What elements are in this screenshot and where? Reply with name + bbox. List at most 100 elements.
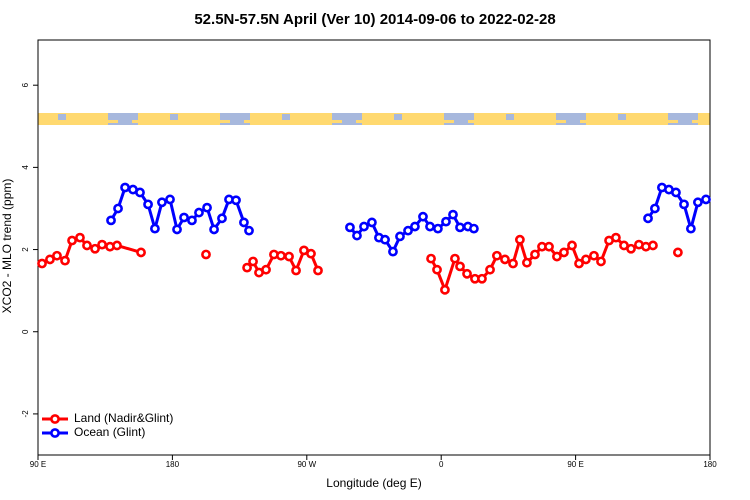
data-point	[179, 212, 189, 223]
data-point	[380, 234, 390, 245]
data-point	[544, 241, 554, 252]
data-point	[552, 251, 562, 262]
data-point	[455, 222, 465, 233]
data-point	[135, 187, 145, 198]
data-point	[313, 265, 323, 276]
data-point	[359, 221, 369, 232]
land-ocean-strip	[38, 113, 710, 125]
y-tick-label: 0	[21, 329, 30, 334]
data-point	[611, 232, 621, 243]
data-point	[574, 258, 584, 269]
data-point	[492, 250, 502, 261]
plot-frame	[37, 39, 711, 456]
y-tick-label: -2	[21, 410, 30, 418]
data-point	[581, 254, 591, 265]
data-point	[701, 194, 711, 205]
data-point	[649, 203, 660, 214]
data-point	[60, 255, 70, 266]
y-axis-label: XCO2 - MLO trend (ppm)	[0, 179, 14, 314]
x-axis-label: Longitude (deg E)	[326, 476, 421, 490]
data-point	[45, 254, 55, 265]
data-point	[679, 199, 689, 210]
data-point	[426, 253, 436, 264]
data-point	[209, 224, 219, 235]
data-point	[276, 250, 286, 261]
data-point	[291, 265, 301, 276]
data-point	[477, 273, 487, 284]
data-point	[261, 264, 271, 275]
data-point	[201, 249, 211, 260]
y-tick-label: 6	[21, 82, 30, 87]
data-point	[418, 211, 428, 222]
data-point	[352, 230, 362, 241]
data-point	[345, 222, 355, 233]
data-point	[685, 223, 696, 234]
legend-label: Ocean (Glint)	[74, 425, 145, 439]
data-point	[440, 284, 450, 295]
x-tick-label: 0	[439, 460, 444, 469]
data-point	[112, 240, 122, 251]
data-point	[157, 197, 167, 208]
x-tick-label: 180	[166, 460, 180, 469]
legend-marker	[50, 414, 60, 424]
data-point	[75, 232, 85, 243]
x-tick-label: 180	[703, 460, 717, 469]
data-point	[113, 203, 123, 214]
data-point	[500, 254, 510, 265]
data-point	[462, 268, 472, 279]
data-point	[306, 248, 316, 259]
data-point	[143, 199, 153, 210]
data-point	[643, 213, 653, 224]
data-point	[450, 253, 460, 264]
data-point	[244, 225, 254, 236]
data-point	[242, 262, 252, 273]
data-point	[82, 240, 92, 251]
data-point	[388, 246, 398, 257]
data-point	[485, 264, 495, 275]
data-point	[52, 250, 62, 261]
data-point	[648, 240, 658, 251]
data-point	[136, 247, 146, 258]
data-point	[626, 243, 636, 254]
data-point	[455, 261, 465, 272]
data-point	[106, 215, 116, 226]
data-point	[596, 256, 606, 267]
y-tick-label: 4	[21, 165, 30, 170]
data-point	[432, 264, 442, 275]
data-point	[172, 224, 182, 235]
data-point	[194, 207, 204, 218]
data-point	[120, 182, 130, 193]
data-point	[231, 195, 241, 206]
data-point	[567, 240, 577, 251]
data-point	[508, 258, 518, 269]
data-point	[67, 235, 77, 246]
data-point	[248, 256, 258, 267]
data-point	[165, 194, 175, 205]
data-point	[433, 223, 443, 234]
data-point	[425, 221, 435, 232]
data-point	[217, 213, 227, 224]
data-point	[693, 197, 703, 208]
data-point	[410, 221, 420, 232]
data-point	[395, 231, 405, 242]
data-point	[514, 234, 525, 245]
data-point	[589, 250, 599, 261]
data-point	[239, 217, 249, 228]
data-point	[448, 209, 458, 220]
data-point	[97, 239, 107, 250]
data-point	[469, 223, 479, 234]
y-tick-label: 2	[21, 247, 30, 252]
data-point	[403, 225, 413, 236]
legend-marker	[50, 428, 60, 438]
data-point	[671, 187, 681, 198]
x-tick-label: 90 W	[297, 460, 316, 469]
data-point	[367, 217, 377, 228]
data-point	[187, 215, 197, 226]
x-tick-label: 90 E	[30, 460, 46, 469]
data-point	[441, 216, 451, 227]
data-point	[672, 247, 683, 258]
x-tick-label: 90 E	[567, 460, 583, 469]
data-point	[150, 223, 160, 234]
data-point	[37, 258, 47, 269]
